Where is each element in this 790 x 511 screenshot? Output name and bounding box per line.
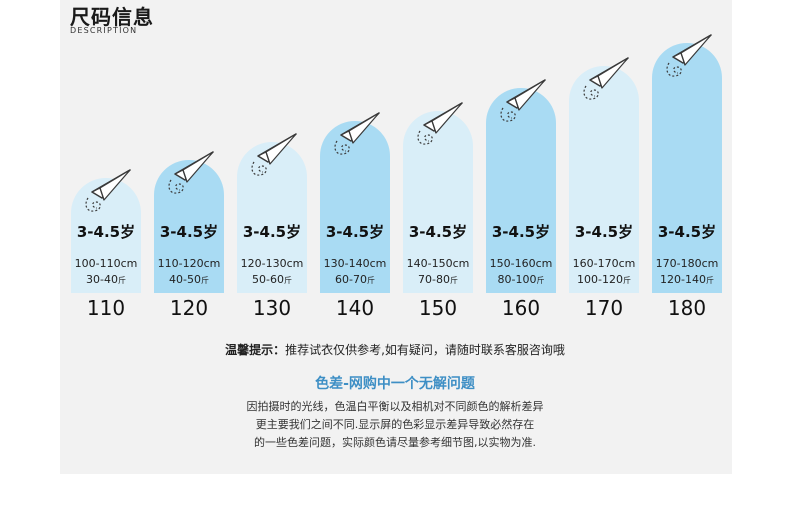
size-bar: 3-4.5岁 170-180cm 120-140斤 [652,43,722,293]
weight-range: 120-140斤 [652,273,722,286]
weight-value: 100-120 [577,273,623,286]
size-column: 3-4.5岁 160-170cm 100-120斤 170 [569,0,639,320]
size-number: 150 [418,296,458,320]
paper-plane-icon [661,29,717,81]
size-number: 160 [501,296,541,320]
weight-value: 120-140 [660,273,706,286]
size-column: 3-4.5岁 110-120cm 40-50斤 120 [154,0,224,320]
page-subtitle: DESCRIPTION [70,26,138,35]
size-column: 3-4.5岁 120-130cm 50-60斤 130 [237,0,307,320]
paper-plane-icon [80,164,136,216]
size-bar: 3-4.5岁 160-170cm 100-120斤 [569,66,639,293]
weight-value: 60-70 [335,273,367,286]
size-number: 180 [667,296,707,320]
size-number: 140 [335,296,375,320]
size-number: 170 [584,296,624,320]
notice-title: 色差-网购中一个无解问题 [315,376,475,392]
weight-range: 100-120斤 [569,273,639,286]
age-label: 3-4.5岁 [657,223,717,241]
size-column: 3-4.5岁 140-150cm 70-80斤 150 [403,0,473,320]
paper-plane-icon [246,128,302,180]
size-column: 3-4.5岁 130-140cm 60-70斤 140 [320,0,390,320]
weight-unit: 斤 [117,276,126,285]
height-range: 120-130cm [240,257,304,270]
size-bar: 3-4.5岁 130-140cm 60-70斤 [320,121,390,293]
size-bar: 3-4.5岁 140-150cm 70-80斤 [403,111,473,293]
size-bar: 3-4.5岁 110-120cm 40-50斤 [154,160,224,293]
height-range: 140-150cm [406,257,470,270]
age-label: 3-4.5岁 [325,223,385,241]
height-range: 160-170cm [572,257,636,270]
paper-plane-icon [412,97,468,149]
weight-unit: 斤 [622,276,631,285]
weight-value: 40-50 [169,273,201,286]
weight-range: 60-70斤 [320,273,390,286]
weight-range: 30-40斤 [71,273,141,286]
warm-tip-label: 温馨提示： [225,343,286,357]
height-range: 130-140cm [323,257,387,270]
age-label: 3-4.5岁 [242,223,302,241]
warm-tip: 温馨提示：推荐试衣仅供参考,如有疑问，请随时联系客服咨询哦 [0,341,790,358]
age-label: 3-4.5岁 [76,223,136,241]
size-bar: 3-4.5岁 120-130cm 50-60斤 [237,142,307,293]
weight-unit: 斤 [705,276,714,285]
paper-plane-icon [329,107,385,159]
age-label: 3-4.5岁 [159,223,219,241]
notice-line: 更主要我们之间不同.显示屏的色彩显示差异导致必然存在 [255,418,535,431]
paper-plane-icon [163,146,219,198]
height-range: 170-180cm [655,257,719,270]
notice-line: 因拍摄时的光线，色温白平衡以及相机对不同颜色的解析差异 [246,400,544,413]
size-column: 3-4.5岁 100-110cm 30-40斤 110 [71,0,141,320]
weight-value: 80-100 [497,273,537,286]
weight-value: 30-40 [86,273,118,286]
weight-unit: 斤 [449,276,458,285]
weight-value: 70-80 [418,273,450,286]
paper-plane-icon [495,74,551,126]
page-title: 尺码信息 [70,5,154,29]
age-label: 3-4.5岁 [408,223,468,241]
weight-unit: 斤 [200,276,209,285]
weight-unit: 斤 [366,276,375,285]
notice-line: 的一些色差问题，实际颜色请尽量参考细节图,以实物为准. [254,436,536,449]
weight-range: 50-60斤 [237,273,307,286]
weight-range: 70-80斤 [403,273,473,286]
height-range: 100-110cm [74,257,138,270]
size-number: 120 [169,296,209,320]
weight-unit: 斤 [283,276,292,285]
weight-range: 40-50斤 [154,273,224,286]
size-column: 3-4.5岁 170-180cm 120-140斤 180 [652,0,722,320]
size-column: 3-4.5岁 150-160cm 80-100斤 160 [486,0,556,320]
height-range: 150-160cm [489,257,553,270]
size-bar: 3-4.5岁 100-110cm 30-40斤 [71,178,141,293]
warm-tip-text: 推荐试衣仅供参考,如有疑问，请随时联系客服咨询哦 [285,343,565,357]
size-number: 110 [86,296,126,320]
age-label: 3-4.5岁 [491,223,551,241]
height-range: 110-120cm [157,257,221,270]
age-label: 3-4.5岁 [574,223,634,241]
size-bar: 3-4.5岁 150-160cm 80-100斤 [486,88,556,293]
paper-plane-icon [578,52,634,104]
weight-range: 80-100斤 [486,273,556,286]
weight-value: 50-60 [252,273,284,286]
weight-unit: 斤 [536,276,545,285]
size-number: 130 [252,296,292,320]
